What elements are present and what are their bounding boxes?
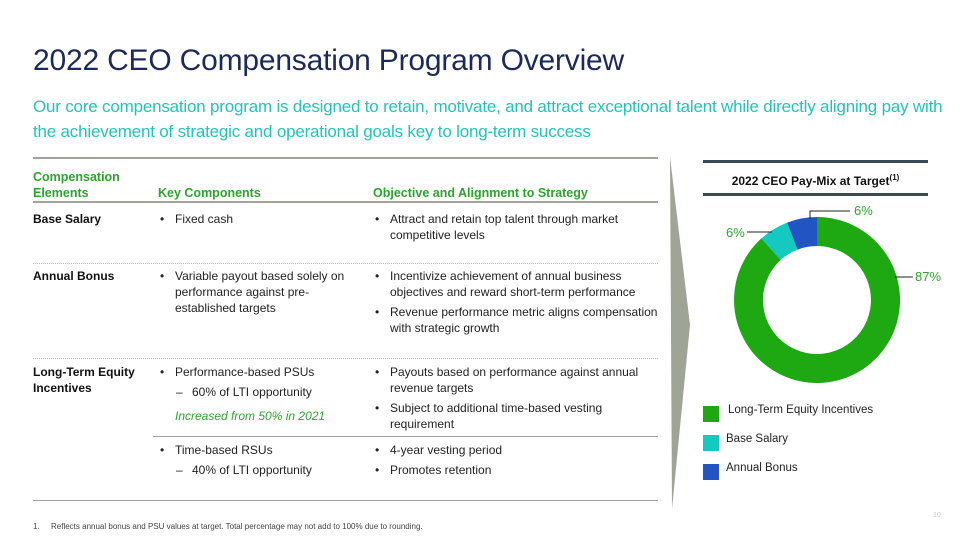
- annual-bonus-components: Variable payout based solely on performa…: [158, 268, 358, 316]
- page-subtitle: Our core compensation program is designe…: [33, 97, 943, 141]
- chart-title: 2022 CEO Pay-Mix at Target(1): [703, 160, 928, 196]
- rsu-components: Time-based RSUs 40% of LTI opportunity: [158, 442, 368, 478]
- rsu-objectives: 4-year vesting period Promotes retention: [373, 442, 658, 478]
- label-base-salary-pct: 6%: [726, 225, 745, 240]
- row-element-annual-bonus: Annual Bonus: [33, 269, 115, 283]
- list-item: Payouts based on performance against ann…: [373, 364, 658, 396]
- sub-row-divider: [153, 436, 658, 437]
- base-salary-components: Fixed cash: [158, 211, 358, 227]
- footnote: 1. Reflects annual bonus and PSU values a…: [33, 522, 423, 531]
- legend-item-annual-bonus: Annual Bonus: [703, 462, 953, 480]
- donut-segment-lti: [734, 217, 901, 383]
- pay-mix-donut-chart: [734, 210, 913, 383]
- chevron-arrow-icon: [670, 157, 690, 509]
- legend-label: Long-Term Equity Incentives: [728, 404, 874, 416]
- list-item: Subject to additional time-based vesting…: [373, 400, 658, 432]
- legend-label: Base Salary: [726, 433, 789, 445]
- footnote-number: 1.: [33, 522, 40, 531]
- legend-swatch: [703, 435, 719, 451]
- header-rule: [33, 201, 658, 203]
- list-item: Fixed cash: [158, 211, 358, 227]
- list-item: Revenue performance metric aligns compen…: [373, 304, 658, 336]
- list-item: 4-year vesting period: [373, 442, 658, 458]
- label-lti-pct: 87%: [915, 269, 942, 284]
- column-header-elements: Compensation Elements: [33, 170, 120, 200]
- base-salary-objectives: Attract and retain top talent through ma…: [373, 211, 658, 243]
- label-annual-bonus-pct: 6%: [854, 203, 873, 218]
- list-item: Promotes retention: [373, 462, 658, 478]
- list-item: Variable payout based solely on performa…: [158, 268, 358, 316]
- footnote-text: Reflects annual bonus and PSU values at …: [51, 522, 423, 531]
- chart-title-footnote-ref: (1): [889, 173, 900, 182]
- sub-item: 60% of LTI opportunity: [158, 384, 368, 400]
- legend-swatch: [703, 406, 719, 422]
- legend-label: Annual Bonus: [726, 462, 798, 474]
- column-header-components: Key Components: [158, 186, 261, 200]
- change-note: Increased from 50% in 2021: [175, 409, 326, 423]
- legend-item-base-salary: Base Salary: [703, 433, 953, 451]
- column-header-objectives: Objective and Alignment to Strategy: [373, 186, 588, 200]
- legend-swatch: [703, 464, 719, 480]
- list-item: Performance-based PSUs: [158, 364, 368, 380]
- leader-line-bonus: [809, 210, 850, 219]
- donut-segment-annual-bonus: [787, 217, 817, 250]
- annual-bonus-objectives: Incentivize achievement of annual busine…: [373, 268, 658, 336]
- psu-components: Performance-based PSUs 60% of LTI opport…: [158, 364, 368, 424]
- legend-item-lti: Long-Term Equity Incentives: [703, 404, 953, 422]
- row-element-base-salary: Base Salary: [33, 212, 102, 226]
- page-title: 2022 CEO Compensation Program Overview: [33, 44, 624, 77]
- row-divider: [33, 358, 658, 359]
- sub-item: 40% of LTI opportunity: [158, 462, 368, 478]
- list-item: Time-based RSUs: [158, 442, 368, 458]
- row-divider: [33, 263, 658, 264]
- table-top-rule: [33, 157, 658, 159]
- row-element-lti: Long-Term Equity Incentives: [33, 365, 135, 395]
- psu-objectives: Payouts based on performance against ann…: [373, 364, 658, 432]
- page-number: 10: [933, 512, 941, 519]
- chart-title-text: 2022 CEO Pay-Mix at Target: [731, 174, 890, 188]
- table-bottom-rule: [33, 500, 658, 501]
- list-item: Attract and retain top talent through ma…: [373, 211, 658, 243]
- list-item: Incentivize achievement of annual busine…: [373, 268, 658, 300]
